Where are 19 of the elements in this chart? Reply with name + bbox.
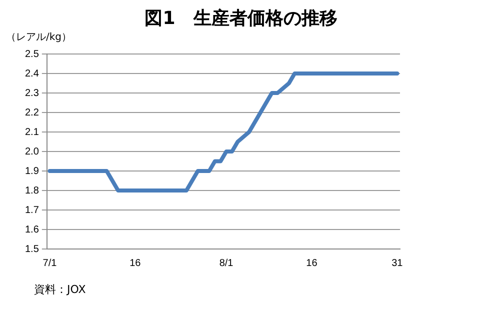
x-tick-label: 16: [306, 258, 318, 269]
y-tick-label: 2.2: [24, 107, 40, 118]
y-tick-label: 2.5: [24, 48, 40, 60]
y-tick-label: 1.6: [24, 224, 40, 236]
y-tick-label: 1.8: [24, 185, 40, 196]
x-tick-label: 8/1: [219, 258, 234, 269]
y-tick-label: 2.3: [24, 88, 40, 99]
text: 資料：JOX: [34, 282, 86, 297]
y-tick-label: 1.7: [24, 204, 40, 216]
y-tick-label: 1.9: [24, 166, 40, 177]
y-tick-label: 2.0: [24, 146, 40, 158]
y-tick-label: 1.5: [24, 244, 40, 255]
y-tick-label: 2.4: [24, 68, 40, 80]
chart-title: 図1 生産者価格の推移: [144, 7, 338, 30]
x-tick-label: 31: [392, 258, 404, 269]
x-tick-label: 16: [130, 258, 142, 269]
y-tick-label: 2.1: [24, 126, 40, 138]
y-axis-title: （レアル/kg）: [6, 31, 72, 44]
x-tick-label: 7/1: [42, 258, 58, 269]
